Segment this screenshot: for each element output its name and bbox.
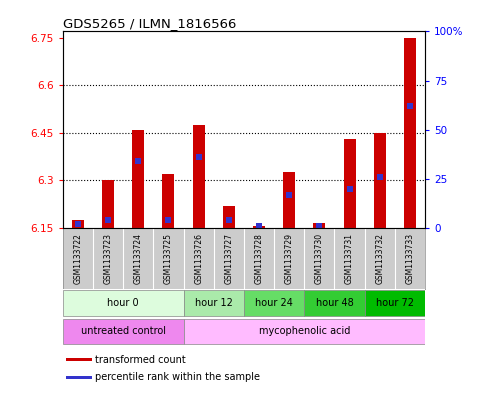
Text: GSM1133732: GSM1133732 (375, 233, 384, 284)
Text: transformed count: transformed count (96, 354, 186, 365)
Bar (365, 290, 425, 316)
Bar (193, 125, 205, 228)
Text: hour 72: hour 72 (376, 298, 414, 308)
Text: GSM1133727: GSM1133727 (224, 233, 233, 284)
Bar (67, 376, 92, 379)
Bar (184, 290, 244, 316)
Text: percentile rank within the sample: percentile rank within the sample (96, 372, 260, 382)
Text: GSM1133733: GSM1133733 (405, 233, 414, 284)
Text: untreated control: untreated control (81, 326, 166, 336)
Bar (184, 319, 425, 344)
Bar (72, 220, 84, 228)
Text: GSM1133722: GSM1133722 (73, 233, 83, 284)
Bar (253, 226, 265, 228)
Bar (162, 174, 174, 228)
Text: GSM1133729: GSM1133729 (284, 233, 294, 284)
Text: GSM1133730: GSM1133730 (315, 233, 324, 284)
Text: mycophenolic acid: mycophenolic acid (258, 326, 350, 336)
Bar (63, 290, 184, 316)
Bar (374, 133, 386, 228)
Text: GSM1133731: GSM1133731 (345, 233, 354, 284)
Text: GSM1133726: GSM1133726 (194, 233, 203, 284)
Text: hour 12: hour 12 (195, 298, 233, 308)
Text: hour 0: hour 0 (107, 298, 139, 308)
Bar (304, 290, 365, 316)
Bar (244, 290, 304, 316)
Text: GSM1133723: GSM1133723 (103, 233, 113, 284)
Text: GSM1133728: GSM1133728 (255, 233, 264, 284)
Bar (63, 319, 184, 344)
Bar (132, 130, 144, 228)
Text: hour 24: hour 24 (255, 298, 293, 308)
Text: hour 48: hour 48 (315, 298, 354, 308)
Bar (343, 139, 355, 228)
Bar (313, 223, 326, 228)
Bar (102, 180, 114, 228)
Bar (404, 38, 416, 228)
Bar (283, 173, 295, 228)
Text: GSM1133725: GSM1133725 (164, 233, 173, 284)
Text: GSM1133724: GSM1133724 (134, 233, 143, 284)
Bar (223, 206, 235, 228)
Bar (67, 358, 92, 361)
Text: GDS5265 / ILMN_1816566: GDS5265 / ILMN_1816566 (63, 17, 236, 30)
